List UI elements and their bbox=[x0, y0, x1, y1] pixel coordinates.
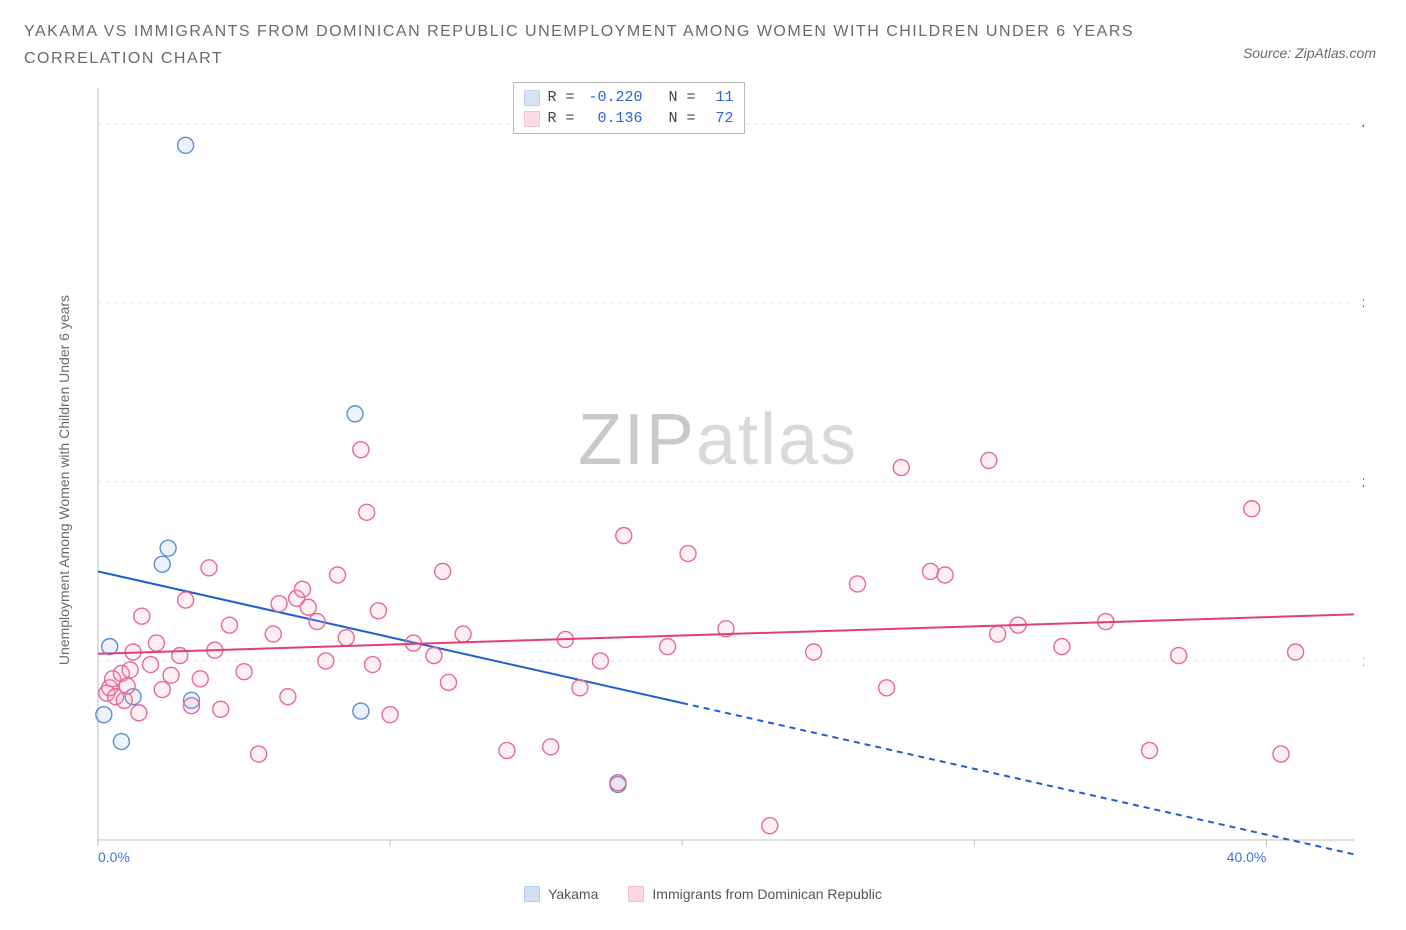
r-label: R = bbox=[548, 108, 575, 129]
title-line-2: CORRELATION CHART bbox=[24, 45, 1382, 72]
correlation-stats-box: R = -0.220 N = 11R = 0.136 N = 72 bbox=[513, 82, 745, 134]
legend-swatch-icon bbox=[524, 111, 540, 127]
legend-swatch-icon bbox=[524, 886, 540, 902]
legend-label: Yakama bbox=[548, 886, 598, 902]
legend: Yakama Immigrants from Dominican Republic bbox=[24, 886, 1382, 902]
n-value: 11 bbox=[704, 87, 734, 108]
legend-swatch-icon bbox=[628, 886, 644, 902]
legend-label: Immigrants from Dominican Republic bbox=[652, 886, 882, 902]
svg-text:40.0%: 40.0% bbox=[1362, 116, 1364, 132]
scatter-chart: 10.0% 20.0% 30.0% 40.0% 0.0% 40.0% bbox=[54, 80, 1364, 870]
svg-text:40.0%: 40.0% bbox=[1227, 849, 1267, 865]
stats-row-dominican: R = 0.136 N = 72 bbox=[524, 108, 734, 129]
chart-title-block: YAKAMA VS IMMIGRANTS FROM DOMINICAN REPU… bbox=[24, 18, 1382, 72]
svg-text:30.0%: 30.0% bbox=[1362, 295, 1364, 311]
n-label: N = bbox=[651, 87, 696, 108]
svg-text:10.0%: 10.0% bbox=[1362, 653, 1364, 669]
y-axis-label: Unemployment Among Women with Children U… bbox=[56, 295, 72, 665]
svg-text:20.0%: 20.0% bbox=[1362, 474, 1364, 490]
r-label: R = bbox=[548, 87, 575, 108]
r-value: -0.220 bbox=[583, 87, 643, 108]
legend-item-dominican: Immigrants from Dominican Republic bbox=[628, 886, 882, 902]
r-value: 0.136 bbox=[583, 108, 643, 129]
chart-container: Unemployment Among Women with Children U… bbox=[54, 80, 1382, 880]
svg-text:0.0%: 0.0% bbox=[98, 849, 130, 865]
legend-item-yakama: Yakama bbox=[524, 886, 598, 902]
source-attribution: Source: ZipAtlas.com bbox=[1243, 45, 1376, 61]
n-label: N = bbox=[651, 108, 696, 129]
title-line-1: YAKAMA VS IMMIGRANTS FROM DOMINICAN REPU… bbox=[24, 18, 1382, 45]
stats-row-yakama: R = -0.220 N = 11 bbox=[524, 87, 734, 108]
n-value: 72 bbox=[704, 108, 734, 129]
legend-swatch-icon bbox=[524, 90, 540, 106]
